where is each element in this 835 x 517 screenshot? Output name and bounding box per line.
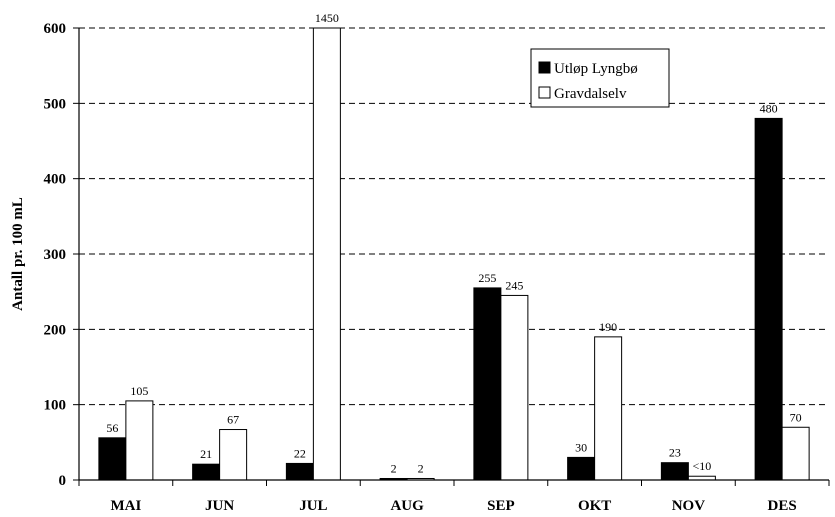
bar	[594, 336, 623, 481]
gridlines	[79, 27, 829, 406]
bar	[473, 287, 502, 481]
data-label: 2	[418, 461, 424, 475]
data-label: 105	[130, 384, 148, 398]
y-tick-label: 600	[44, 21, 67, 37]
legend-box	[530, 48, 670, 108]
legend-swatch	[538, 61, 551, 74]
x-tick-labels: MAI JUN JUL AUG SEP OKT NOV DES	[110, 498, 796, 514]
bar	[125, 400, 154, 481]
bar	[660, 462, 689, 481]
data-label: 56	[106, 421, 118, 435]
x-tick-label: JUN	[205, 498, 234, 514]
legend-label: Utløp Lyngbø	[554, 61, 638, 77]
bar	[312, 27, 341, 481]
bar	[285, 462, 314, 481]
y-tick-label: 0	[59, 473, 67, 489]
x-tick-label: OKT	[578, 498, 611, 514]
y-axis-label: Antall pr. 100 mL	[10, 197, 26, 311]
y-tick-label: 400	[44, 172, 67, 188]
bar	[500, 294, 529, 481]
bar	[98, 437, 127, 481]
data-label: <10	[692, 459, 711, 473]
x-tick-label: DES	[768, 498, 797, 514]
data-label: 1450	[315, 11, 339, 25]
bar	[219, 429, 248, 481]
y-tick-label: 500	[44, 96, 67, 112]
y-tick-label: 300	[44, 247, 67, 263]
legend-label: Gravdalselv	[554, 86, 627, 102]
legend: Utløp Lyngbø Gravdalselv	[530, 48, 670, 108]
data-label: 480	[760, 101, 778, 115]
data-label: 245	[505, 278, 523, 292]
x-tick-label: AUG	[390, 498, 424, 514]
axes	[73, 27, 830, 486]
bar	[754, 117, 783, 481]
x-tick-label: NOV	[672, 498, 706, 514]
y-tick-labels: 0 100 200 300 400 500 600	[44, 21, 67, 489]
data-label: 190	[599, 320, 617, 334]
bar	[567, 456, 596, 481]
data-label: 255	[478, 271, 496, 285]
data-label: 2	[391, 461, 397, 475]
data-label: 67	[227, 413, 239, 427]
data-label: 22	[294, 446, 306, 460]
data-label: 21	[200, 447, 212, 461]
legend-swatch	[538, 86, 551, 99]
data-label: 70	[790, 410, 802, 424]
bars	[98, 27, 810, 481]
data-label: 23	[669, 446, 681, 460]
y-tick-label: 200	[44, 322, 67, 338]
x-tick-label: JUL	[299, 498, 327, 514]
x-tick-label: MAI	[110, 498, 141, 514]
bar	[192, 463, 221, 481]
y-tick-label: 100	[44, 398, 67, 414]
x-tick-label: SEP	[487, 498, 515, 514]
bar	[781, 426, 810, 481]
data-label: 30	[575, 440, 587, 454]
